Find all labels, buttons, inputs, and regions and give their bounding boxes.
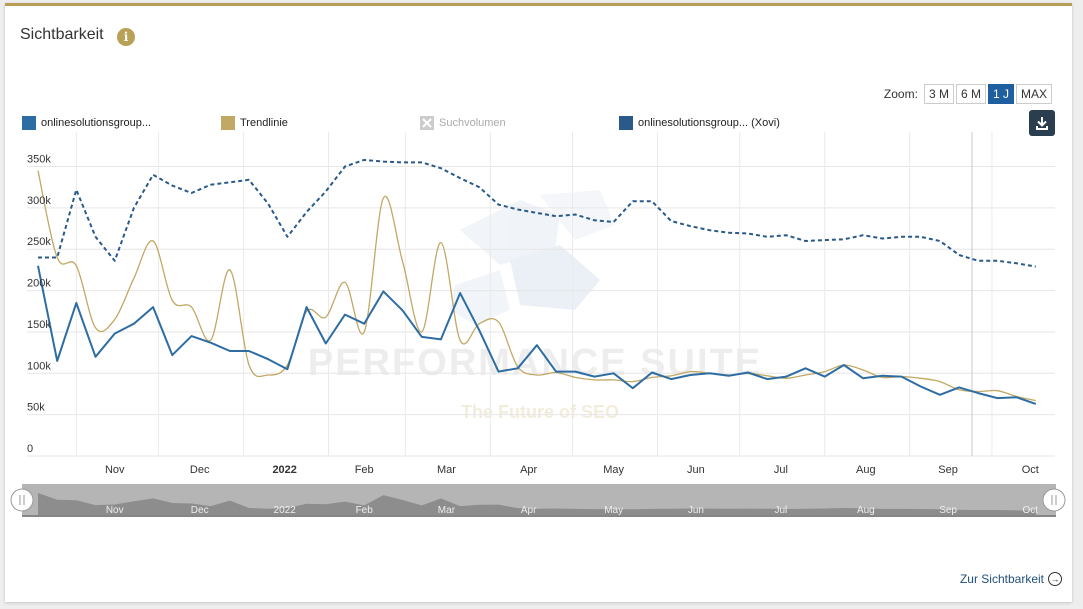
y-tick-label: 100k xyxy=(27,360,51,372)
navigator-label: Jul xyxy=(774,505,787,516)
visibility-link[interactable]: Zur Sichtbarkeit → xyxy=(960,572,1062,586)
y-tick-label: 250k xyxy=(27,236,51,248)
zoom-1j-button[interactable]: 1 J xyxy=(987,84,1014,104)
y-tick-label: 200k xyxy=(27,278,51,290)
legend-label-xovi: onlinesolutionsgroup... (Xovi) xyxy=(638,117,780,129)
watermark-logo-shape xyxy=(450,270,510,325)
x-tick-label: Sep xyxy=(938,464,958,476)
legend-label-trendline: Trendlinie xyxy=(240,117,288,129)
x-tick-label: Jul xyxy=(774,464,788,476)
zoom-label: Zoom: xyxy=(883,87,918,101)
watermark-subtitle: The Future of SEO xyxy=(461,402,619,422)
zoom-max-button[interactable]: MAX xyxy=(1015,84,1052,104)
navigator-label: 2022 xyxy=(274,505,297,516)
navigator-label: Sep xyxy=(939,505,957,516)
arrow-right-icon: → xyxy=(1048,572,1062,586)
watermark-logo-shape xyxy=(540,190,615,240)
navigator-handle-right[interactable] xyxy=(1042,488,1066,512)
widget-title: Sichtbarkeit xyxy=(20,26,104,43)
navigator-label: Dec xyxy=(191,505,209,516)
x-tick-label: Oct xyxy=(1022,464,1039,476)
x-tick-label: Feb xyxy=(355,464,374,476)
y-tick-label: 50k xyxy=(27,402,45,414)
x-tick-label: Jun xyxy=(687,464,705,476)
zoom-3m-button[interactable]: 3 M xyxy=(923,84,954,104)
watermark: PERFORMANCE SUITE The Future of SEO xyxy=(308,190,760,422)
navigator-label: Nov xyxy=(106,505,124,516)
legend-item-series-1[interactable]: onlinesolutionsgroup... xyxy=(22,116,151,130)
navigator-area xyxy=(38,493,1036,515)
x-tick-label: May xyxy=(603,464,624,476)
legend-item-xovi[interactable]: onlinesolutionsgroup... (Xovi) xyxy=(619,116,780,130)
legend-swatch-series-1 xyxy=(22,116,36,130)
watermark-logo-shape xyxy=(510,245,600,310)
x-tick-label: 2022 xyxy=(272,464,296,476)
x-tick-label: Nov xyxy=(105,464,125,476)
navigator-label: Feb xyxy=(356,505,374,516)
x-tick-label: Dec xyxy=(190,464,210,476)
legend-item-search-volume[interactable]: Suchvolumen xyxy=(420,116,506,130)
series-line-trendline xyxy=(37,170,1036,402)
visibility-link-label: Zur Sichtbarkeit xyxy=(959,572,1044,586)
series-line-xovi xyxy=(38,158,1036,268)
info-icon[interactable]: i xyxy=(117,28,135,46)
navigator-label: Oct xyxy=(1023,505,1039,516)
legend-item-trendline[interactable]: Trendlinie xyxy=(221,116,288,130)
download-button[interactable] xyxy=(1029,110,1055,136)
navigator-label: Jun xyxy=(688,505,704,516)
y-tick-label: 150k xyxy=(27,319,51,331)
navigator-label: Aug xyxy=(857,505,875,516)
y-tick-label: 350k xyxy=(27,154,51,166)
y-tick-label: 0 xyxy=(27,443,33,455)
legend-swatch-trendline xyxy=(221,116,235,130)
y-tick-label: 300k xyxy=(27,195,51,207)
legend-label-series-1: onlinesolutionsgroup... xyxy=(41,117,152,129)
legend-label-search-volume: Suchvolumen xyxy=(439,117,506,129)
x-tick-label: Aug xyxy=(856,464,876,476)
zoom-controls: Zoom: 3 M 6 M 1 J MAX xyxy=(884,84,1052,104)
chart-legend: onlinesolutionsgroup... Trendlinie Suchv… xyxy=(22,116,802,136)
navigator-label: May xyxy=(604,505,623,516)
navigator-label: Mar xyxy=(438,505,456,516)
navigator-label: Apr xyxy=(521,505,537,516)
download-icon xyxy=(1036,117,1048,130)
x-tick-label: Apr xyxy=(520,464,537,476)
series-line-visibility xyxy=(37,265,1037,405)
zoom-6m-button[interactable]: 6 M xyxy=(955,84,986,104)
navigator-handle-left[interactable] xyxy=(10,488,34,512)
legend-swatch-search-volume-disabled-icon xyxy=(420,116,434,130)
x-tick-label: Mar xyxy=(437,464,456,476)
legend-swatch-xovi xyxy=(619,116,633,130)
